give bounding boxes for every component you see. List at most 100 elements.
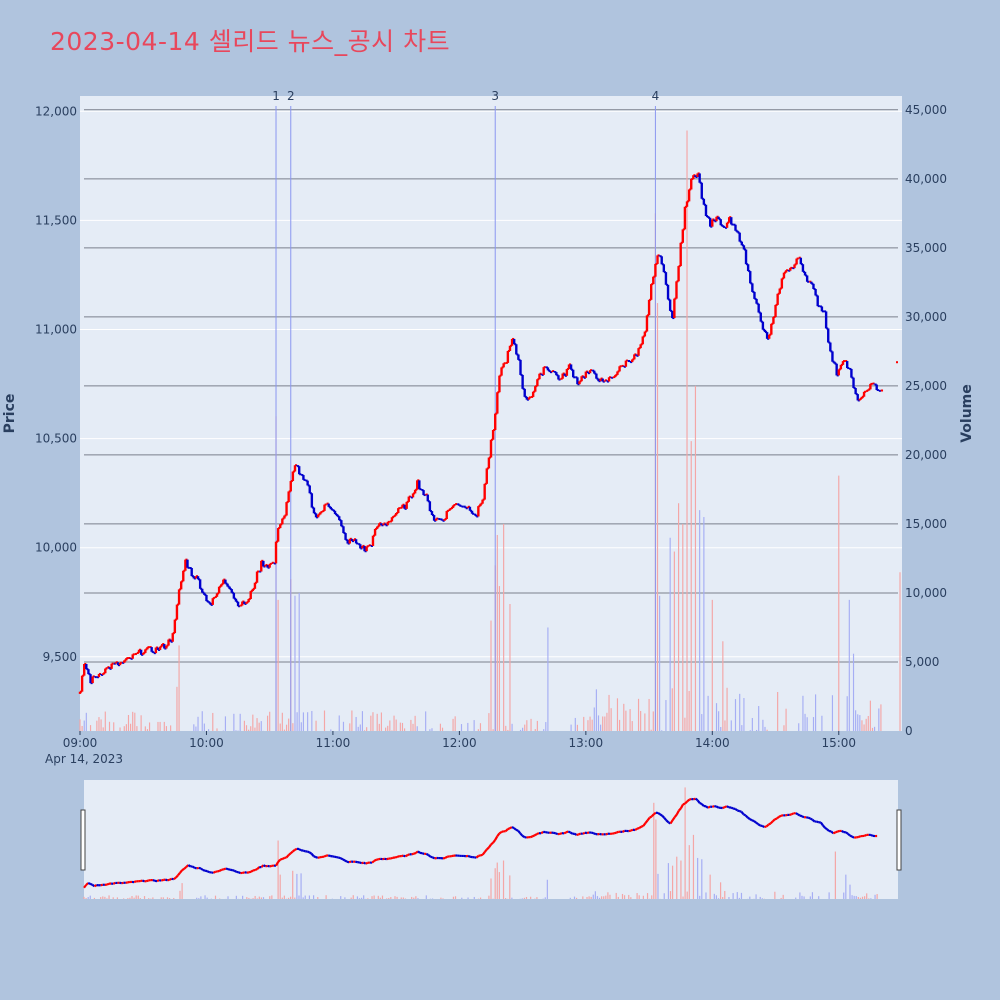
- slider-volume-bar: [586, 896, 588, 899]
- slider-volume-bar: [377, 895, 379, 899]
- volume-bar: [583, 716, 585, 731]
- slider-price-segment: [772, 818, 776, 823]
- volume-bar: [467, 722, 469, 731]
- volume-bar: [496, 534, 498, 731]
- slider-volume-bar: [181, 883, 183, 899]
- slider-price-segment: [830, 830, 835, 835]
- slider-volume-bar: [575, 897, 578, 899]
- slider-volume-bar: [782, 894, 784, 899]
- volume-bar: [473, 720, 475, 731]
- volume-bar: [701, 714, 703, 731]
- slider-volume-bar: [87, 897, 89, 899]
- volume-bar: [857, 714, 859, 731]
- volume-bar: [165, 726, 167, 731]
- slider-price-segment: [576, 833, 579, 836]
- volume-bar: [874, 726, 876, 731]
- slider-volume-bar: [697, 857, 699, 899]
- volume-bar: [250, 726, 252, 731]
- volume-bar: [132, 711, 134, 731]
- slider-volume-bar: [100, 897, 102, 899]
- slider-volume-bar: [139, 898, 141, 899]
- volume-bar: [98, 717, 100, 731]
- slider-volume-bar: [262, 897, 265, 899]
- slider-price-segment: [711, 805, 715, 808]
- slider-price-segment: [739, 809, 742, 813]
- slider-price-segment: [313, 855, 317, 859]
- slider-volume-bar: [663, 893, 665, 899]
- slider-price-segment: [231, 869, 235, 872]
- slider-price-segment: [530, 835, 534, 839]
- volume-bar: [256, 718, 258, 731]
- volume-bar: [387, 725, 389, 731]
- slider-volume-bar: [876, 894, 878, 899]
- volume-bar: [127, 714, 130, 731]
- slider-volume-bar: [388, 898, 390, 899]
- slider-volume-bar: [646, 893, 649, 899]
- slider-volume-bar: [152, 897, 154, 899]
- slider-price-segment: [390, 856, 394, 860]
- slider-price-segment: [776, 815, 780, 820]
- slider-price-segment: [532, 834, 536, 838]
- volume-bar: [283, 729, 286, 731]
- slider-volume-bar: [104, 896, 106, 899]
- slider-price-segment: [849, 834, 853, 838]
- slider-price-segment: [757, 823, 761, 827]
- slider-volume-bar: [594, 891, 596, 899]
- slider-volume-bar: [502, 860, 505, 899]
- volume-bar: [239, 713, 241, 731]
- news-marker-label: 1: [272, 89, 280, 103]
- slider-price-segment: [212, 870, 217, 874]
- slider-price-segment: [140, 879, 143, 883]
- slider-volume-bar: [200, 896, 202, 899]
- volume-bar: [79, 719, 81, 731]
- volume-bar: [201, 711, 203, 731]
- slider-price-segment: [386, 857, 390, 861]
- slider-volume-bar: [496, 862, 498, 899]
- volume-bar: [338, 715, 340, 731]
- volume-tick-label: 0: [905, 724, 913, 738]
- volume-bar: [656, 303, 659, 731]
- volume-bar: [682, 523, 684, 731]
- volume-bar: [488, 713, 490, 731]
- slider-volume-bar: [667, 863, 670, 899]
- slider-price-segment: [85, 882, 89, 886]
- slider-volume-bar: [283, 895, 285, 899]
- volume-bar: [616, 698, 619, 731]
- slider-price-segment: [284, 856, 287, 860]
- slider-price-segment: [726, 805, 730, 809]
- volume-bar: [425, 711, 427, 731]
- slider-volume-bar: [148, 898, 150, 899]
- slider-price-segment: [667, 821, 672, 825]
- volume-bar: [720, 727, 722, 731]
- slider-price-segment: [179, 869, 183, 874]
- price-axis: 9,500 10,000 10,500 11,000 11,500 12,000: [35, 104, 77, 664]
- range-slider-left-handle[interactable]: [80, 809, 86, 871]
- slider-volume-bar: [394, 896, 396, 899]
- slider-volume-bar: [828, 892, 830, 899]
- slider-price-segment: [819, 821, 824, 826]
- slider-volume-bar: [371, 896, 373, 899]
- slider-price-segment: [740, 811, 745, 815]
- volume-bar: [300, 722, 302, 731]
- slider-volume-bar: [623, 895, 626, 899]
- volume-tick-label: 30,000: [905, 310, 947, 324]
- range-slider-right-handle[interactable]: [896, 809, 902, 871]
- slider-volume-bar: [352, 895, 354, 899]
- volume-gridlines: [84, 109, 898, 663]
- slider-volume-bar: [530, 896, 532, 899]
- slider-volume-bar: [294, 897, 296, 899]
- slider-volume-bar: [206, 897, 208, 899]
- volume-bar: [176, 686, 178, 731]
- x-tick-label: 09:00: [63, 736, 98, 750]
- slider-price-segment: [507, 827, 511, 831]
- volume-bar: [224, 716, 227, 731]
- slider-volume-bar: [425, 895, 427, 899]
- volume-bar: [342, 721, 345, 731]
- range-slider-preview: [83, 787, 878, 899]
- slider-price-segment: [811, 818, 816, 823]
- slider-price-segment: [650, 813, 655, 818]
- slider-price-segment: [156, 879, 160, 883]
- slider-price-segment: [870, 833, 874, 837]
- slider-volume-bar: [89, 895, 91, 899]
- slider-volume-bar: [732, 893, 734, 899]
